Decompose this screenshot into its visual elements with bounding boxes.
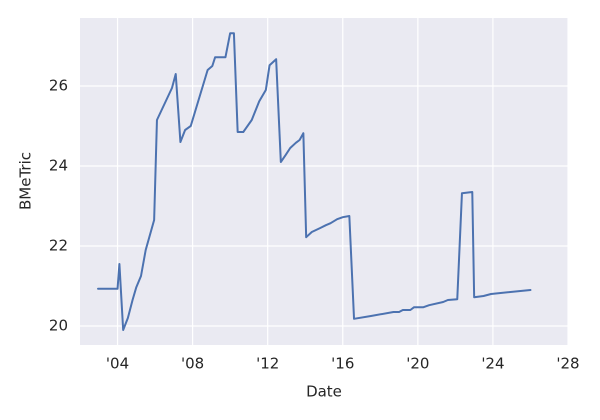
x-tick-label: '08	[181, 355, 204, 373]
marks	[97, 32, 532, 331]
y-tick-label: 24	[49, 157, 68, 175]
x-tick-label: '04	[106, 355, 129, 373]
x-tick-label: '28	[556, 355, 579, 373]
x-tick-label: '16	[331, 355, 354, 373]
x-tick-label: '24	[481, 355, 504, 373]
x-tick-label: '20	[406, 355, 429, 373]
y-axis-label: BMeTric	[17, 152, 35, 210]
plot-area	[80, 18, 568, 345]
y-tick-label: 20	[49, 317, 68, 335]
y-tick-label: 26	[49, 77, 68, 95]
y-tick-label: 22	[49, 237, 68, 255]
x-axis-label: Date	[306, 383, 342, 401]
x-tick-label: '12	[256, 355, 279, 373]
line	[97, 32, 532, 331]
grid	[80, 18, 569, 345]
